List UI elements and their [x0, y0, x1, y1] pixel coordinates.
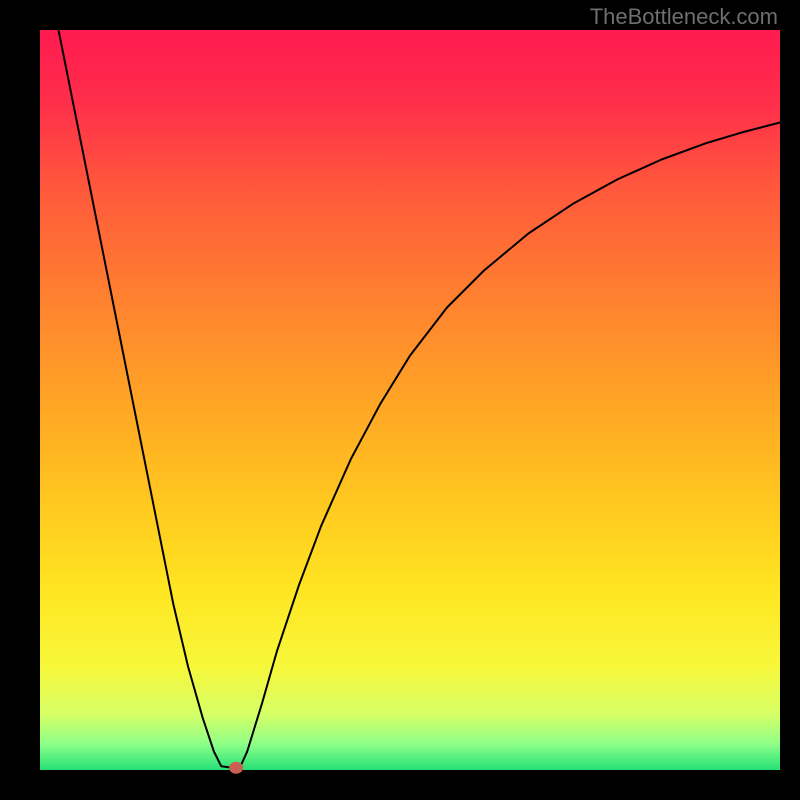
- watermark-text: TheBottleneck.com: [590, 4, 778, 30]
- curve-layer: [0, 0, 800, 800]
- bottleneck-curve: [59, 30, 781, 768]
- optimum-marker: [229, 762, 243, 774]
- chart-root: TheBottleneck.com: [0, 0, 800, 800]
